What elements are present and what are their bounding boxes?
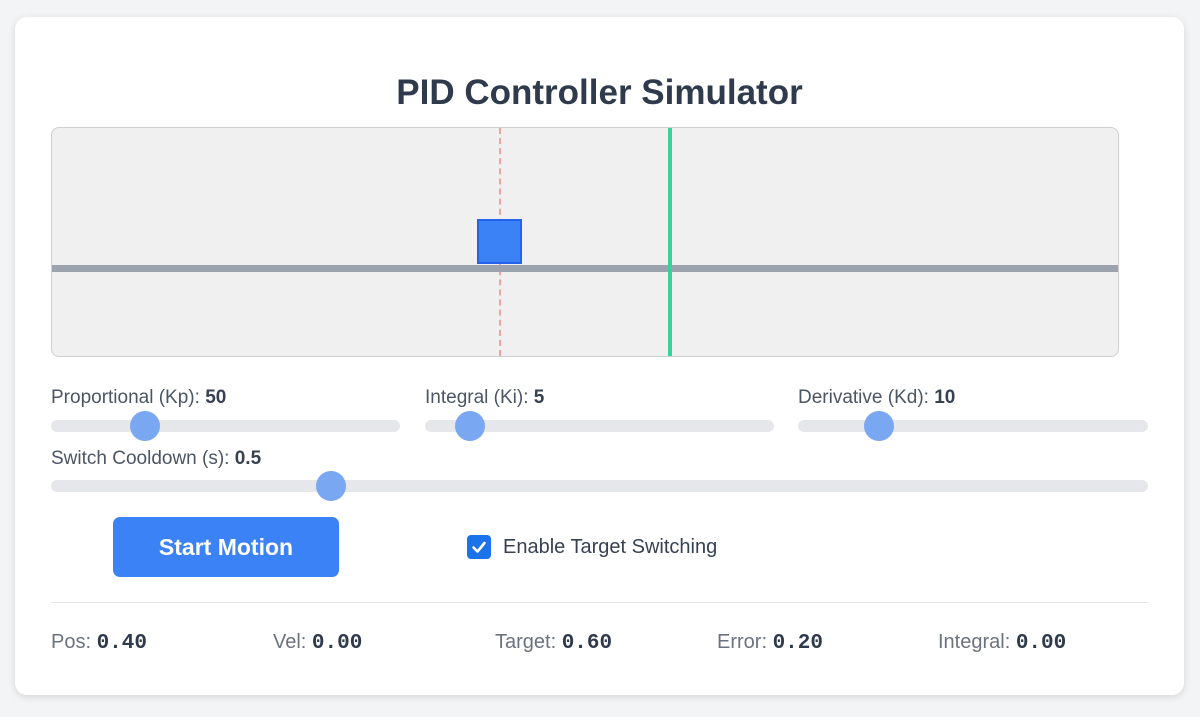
kp-slider[interactable] bbox=[51, 411, 400, 441]
track-rail bbox=[52, 265, 1118, 272]
stat-error: Error: 0.20 bbox=[717, 631, 823, 655]
stat-position: Pos: 0.40 bbox=[51, 631, 147, 655]
page-title: PID Controller Simulator bbox=[396, 73, 803, 112]
kp-label-text: Proportional (Kp): bbox=[51, 387, 206, 408]
target-switching-label: Enable Target Switching bbox=[503, 535, 718, 558]
kp-label: Proportional (Kp): 50 bbox=[51, 387, 400, 409]
stat-position-label: Pos: bbox=[51, 631, 97, 653]
cooldown-label-text: Switch Cooldown (s): bbox=[51, 448, 235, 469]
cooldown-value: 0.5 bbox=[234, 448, 262, 469]
stat-velocity-label: Vel: bbox=[273, 631, 312, 653]
kd-label: Derivative (Kd): 10 bbox=[798, 387, 1148, 409]
target-switching-checkbox[interactable] bbox=[467, 535, 491, 559]
moving-block bbox=[477, 219, 523, 264]
kp-slider-group: Proportional (Kp): 50 bbox=[51, 387, 400, 441]
cooldown-slider-thumb[interactable] bbox=[315, 471, 346, 501]
cooldown-slider-group: Switch Cooldown (s): 0.5 bbox=[51, 448, 1148, 501]
kd-slider[interactable] bbox=[798, 411, 1148, 441]
ki-value: 5 bbox=[533, 387, 545, 408]
ki-label-text: Integral (Ki): bbox=[425, 387, 534, 408]
stat-target: Target: 0.60 bbox=[495, 631, 612, 655]
start-motion-button[interactable]: Start Motion bbox=[113, 517, 339, 577]
stat-error-value: 0.20 bbox=[772, 632, 823, 655]
target-switching-toggle[interactable]: Enable Target Switching bbox=[467, 535, 717, 559]
stat-position-value: 0.40 bbox=[96, 632, 147, 655]
target-line bbox=[667, 128, 672, 356]
kd-label-text: Derivative (Kd): bbox=[798, 387, 935, 408]
stat-velocity: Vel: 0.00 bbox=[273, 631, 362, 655]
ki-slider-thumb[interactable] bbox=[455, 411, 486, 441]
kd-slider-group: Derivative (Kd): 10 bbox=[798, 387, 1148, 441]
cooldown-slider[interactable] bbox=[51, 471, 1148, 501]
stat-velocity-value: 0.00 bbox=[311, 632, 363, 655]
kd-value: 10 bbox=[934, 387, 956, 408]
kp-value: 50 bbox=[205, 387, 227, 408]
stat-integral-value: 0.00 bbox=[1015, 632, 1067, 655]
stat-integral: Integral: 0.00 bbox=[938, 631, 1066, 655]
stat-target-value: 0.60 bbox=[561, 632, 613, 655]
kd-slider-thumb[interactable] bbox=[863, 411, 894, 441]
cooldown-label: Switch Cooldown (s): 0.5 bbox=[51, 448, 1148, 470]
stat-error-label: Error: bbox=[717, 631, 773, 653]
divider bbox=[51, 602, 1148, 603]
ki-slider-group: Integral (Ki): 5 bbox=[425, 387, 774, 441]
simulator-card: PID Controller Simulator Proportional (K… bbox=[15, 17, 1184, 695]
kp-slider-thumb[interactable] bbox=[130, 411, 161, 441]
ki-slider[interactable] bbox=[425, 411, 774, 441]
checkmark-icon bbox=[472, 541, 486, 553]
ki-label: Integral (Ki): 5 bbox=[425, 387, 774, 409]
simulation-canvas bbox=[51, 127, 1119, 357]
stat-target-label: Target: bbox=[495, 631, 562, 653]
stat-integral-label: Integral: bbox=[938, 631, 1016, 653]
